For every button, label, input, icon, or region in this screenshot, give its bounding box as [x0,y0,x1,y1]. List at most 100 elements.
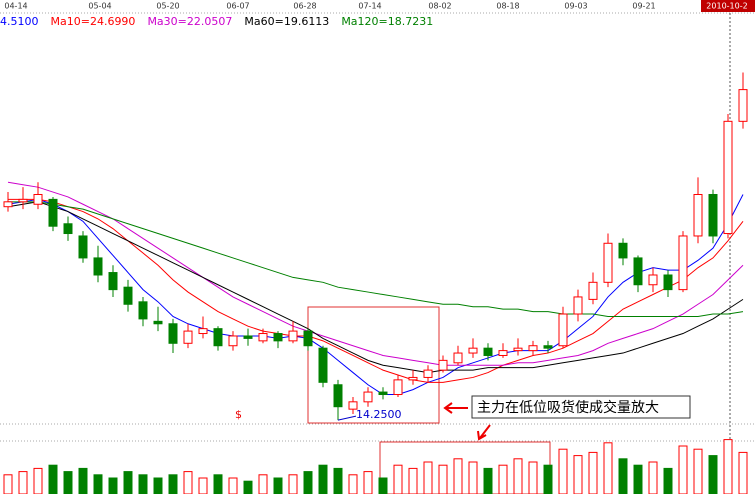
candle-body [48,198,58,227]
volume-bar [468,461,478,494]
volume-bar [498,464,508,494]
date-label: 05-04 [88,2,111,11]
arrow [477,424,491,441]
candle-body [723,120,733,235]
candle-body [498,350,508,356]
candle-body [513,347,523,352]
volume-bar [693,448,703,494]
volume-bar [603,442,613,494]
candle-body [468,347,478,354]
volume-bar [63,471,73,494]
candle-body [288,330,298,342]
ma-line [7,201,744,374]
date-label: 05-20 [156,2,179,11]
candle-body [183,330,193,344]
volume-bar [108,477,118,494]
volume-bar [363,471,373,494]
ma-line [7,194,744,396]
volume-bar [138,474,148,494]
candle-body [693,193,703,237]
volume-bar [288,474,298,494]
volume-bar [318,464,328,494]
volume-bar [723,439,733,494]
volume-bar [213,474,223,494]
candle-body [273,333,283,342]
candle-body [378,391,388,396]
date-label: 06-28 [293,2,316,11]
volume-bar [663,467,673,494]
low-marker [337,415,357,421]
candle-body [63,223,73,235]
annotation-box [471,395,691,419]
candle-body [213,328,223,347]
legend-entry: Ma30=22.0507 [147,15,232,28]
legend-entry: Ma60=19.6113 [244,15,329,28]
candle-body [258,333,268,342]
volume-bar [543,464,553,494]
date-label: 06-07 [226,2,249,11]
volume-bar [738,451,748,494]
volume-bar [18,471,28,494]
candle-body [3,201,13,208]
candle-body [168,323,178,344]
candle-body [228,335,238,347]
volume-bar [303,471,313,494]
candle-body [408,376,418,381]
date-label: 08-18 [496,2,519,11]
volume-bar [483,467,493,494]
volume-bar [513,458,523,494]
volume-bar [678,445,688,494]
candle-body [558,313,568,347]
candle-body [333,384,343,408]
volume-bar [183,471,193,494]
volume-bar [258,474,268,494]
volume-bar [588,451,598,494]
volume-bar [273,477,283,494]
date-label: 04-14 [4,2,27,11]
volume-bar [573,455,583,494]
candle-body [243,335,253,339]
ma-line [8,201,744,317]
volume-bar [393,464,403,494]
volume-bar [228,477,238,494]
candle-body [633,257,643,286]
candle-body [318,347,328,383]
volume-bar [3,474,13,494]
volume-bar [408,467,418,494]
candle-body [123,286,133,305]
candle-body [108,272,118,291]
date-label: 08-02 [428,2,451,11]
candle-body [483,347,493,356]
volume-bar [78,467,88,494]
candle-body [528,345,538,352]
candle-body [153,320,163,325]
candle-body [438,359,448,371]
date-label: 2010-10-2 [706,2,747,11]
volume-bar [333,467,343,494]
candle-body [678,235,688,291]
candle-body [33,193,43,205]
candle-body [453,352,463,364]
volume-bar [423,461,433,494]
volume-bar [528,461,538,494]
candle-body [738,89,748,122]
candle-body [363,391,373,403]
candle-body [603,242,613,283]
candle-body [303,330,313,347]
volume-bar [93,474,103,494]
annotation: 主力在低位吸货使成交量放大 [477,399,659,416]
date-label: 09-21 [632,2,655,11]
candle-body [78,235,88,259]
legend-entry: 4.5100 [0,15,39,28]
low-label: 14.2500 [356,408,402,421]
volume-bar [633,464,643,494]
candle-body [543,345,553,349]
volume-bar [558,448,568,494]
ma-line [8,198,744,383]
candle-body [18,198,28,203]
arrow [443,402,468,414]
candle-body [138,301,148,320]
volume-bar [453,458,463,494]
volume-bar [708,455,718,494]
candle-body [708,193,718,237]
